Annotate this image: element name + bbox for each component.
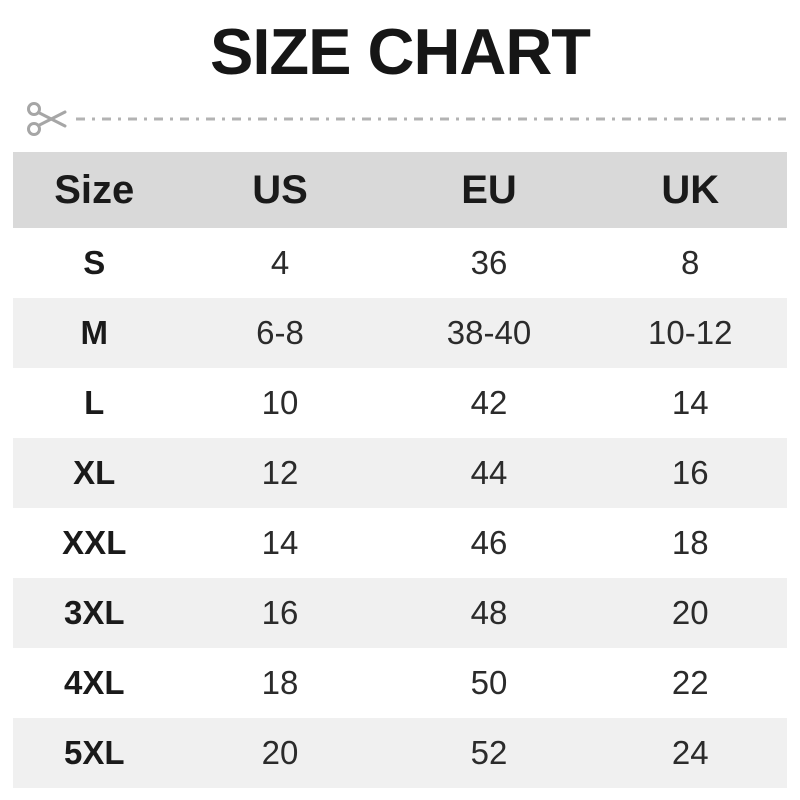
cut-dashed-line: [76, 117, 786, 121]
cell-uk-value: 16: [671, 454, 709, 491]
table-header-row: Size US EU UK: [13, 152, 787, 228]
table-row: L 10 42 14: [13, 368, 787, 438]
cell-uk-value: 10-12: [648, 314, 733, 351]
cell-eu-value: 44: [470, 454, 508, 491]
cell-size-label: XL: [73, 454, 116, 491]
cut-line: [0, 98, 800, 140]
cell-size-label: M: [80, 314, 109, 351]
table-row: M 6-8 38-40 10-12: [13, 298, 787, 368]
cell-us-value: 16: [261, 594, 299, 631]
column-header-us: US: [252, 167, 308, 212]
cell-size-label: XXL: [62, 524, 127, 561]
page-title: SIZE CHART: [210, 15, 591, 88]
cell-uk-value: 22: [671, 664, 709, 701]
column-header-eu: EU: [461, 167, 517, 212]
cell-eu-value: 50: [470, 664, 508, 701]
table-row: 3XL 16 48 20: [13, 578, 787, 648]
table-row: 4XL 18 50 22: [13, 648, 787, 718]
cell-us-value: 4: [270, 244, 290, 281]
cell-size-label: S: [83, 244, 106, 281]
table-row: XL 12 44 16: [13, 438, 787, 508]
cell-us-value: 18: [261, 664, 299, 701]
cell-us-value: 12: [261, 454, 299, 491]
cell-eu-value: 48: [470, 594, 508, 631]
cell-uk-value: 20: [671, 594, 709, 631]
cell-us-value: 6-8: [256, 314, 304, 351]
cell-eu-value: 38-40: [446, 314, 532, 351]
table-row: S 4 36 8: [13, 228, 787, 298]
cell-us-value: 10: [261, 384, 299, 421]
table-body: S 4 36 8 M 6-8 38-40 10-12 L 10 42 14 XL…: [13, 228, 787, 788]
size-chart-table: Size US EU UK S 4 36 8 M 6-8 38-40 10-12…: [13, 152, 787, 788]
cell-size-label: 4XL: [64, 664, 125, 701]
cell-size-label: L: [84, 384, 105, 421]
cell-eu-value: 52: [470, 734, 508, 771]
cell-uk-value: 8: [681, 244, 700, 281]
cell-us-value: 20: [261, 734, 299, 771]
table-row: XXL 14 46 18: [13, 508, 787, 578]
column-header-size: Size: [54, 167, 135, 212]
cell-uk-value: 18: [671, 524, 709, 561]
scissors-icon: [27, 102, 67, 136]
cell-us-value: 14: [261, 524, 299, 561]
cell-uk-value: 14: [671, 384, 709, 421]
cell-eu-value: 42: [470, 384, 508, 421]
table-row: 5XL 20 52 24: [13, 718, 787, 788]
cell-eu-value: 36: [470, 244, 508, 281]
cell-size-label: 3XL: [64, 594, 125, 631]
cell-eu-value: 46: [470, 524, 508, 561]
column-header-uk: UK: [661, 167, 720, 212]
cell-size-label: 5XL: [64, 734, 125, 771]
cell-uk-value: 24: [671, 734, 709, 771]
